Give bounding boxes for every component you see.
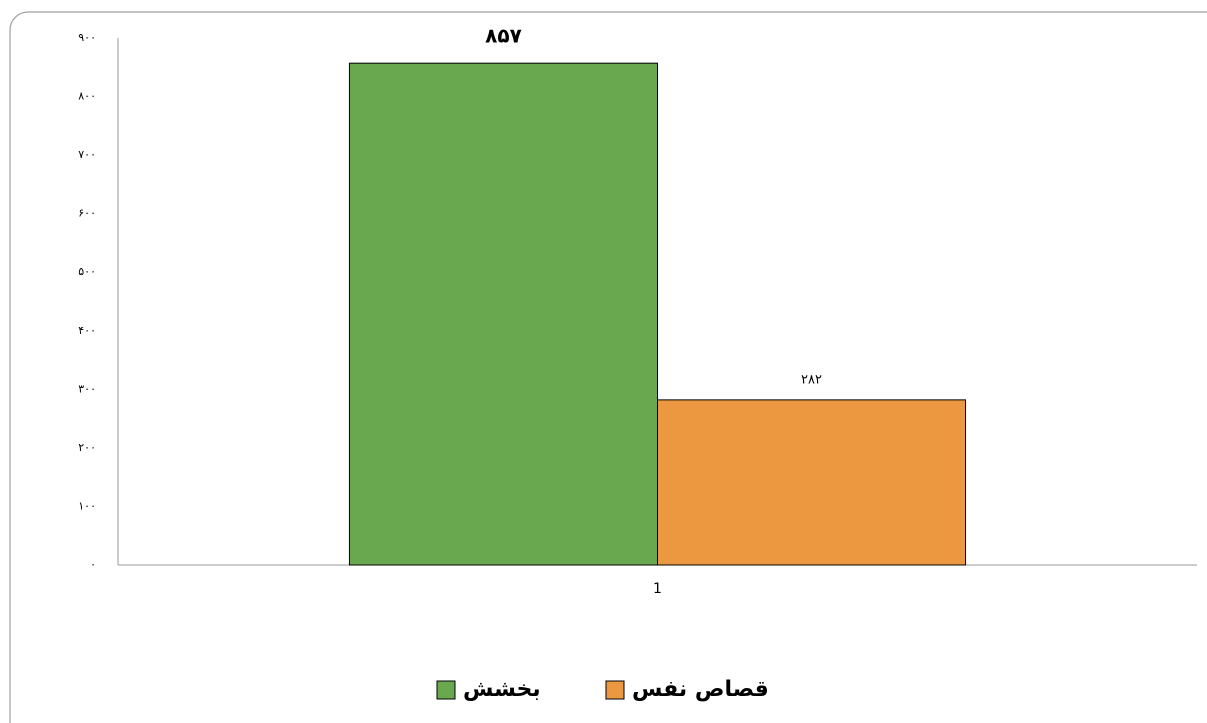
legend-swatch <box>605 680 625 700</box>
legend-swatch <box>436 680 456 700</box>
y-tick-label: ٧٠٠ <box>78 148 96 161</box>
legend-label: قصاص نفس <box>632 677 769 702</box>
y-tick-label: ١٠٠ <box>78 499 96 512</box>
y-tick-label: ۶٠٠ <box>78 207 96 220</box>
data-label: ۸۵۷ <box>485 24 522 48</box>
y-tick-label: ۵٠٠ <box>78 265 96 278</box>
data-label: ۲۸۲ <box>801 372 822 387</box>
y-tick-label: ٣٠٠ <box>78 382 96 395</box>
legend-label: بخشش <box>463 677 541 702</box>
bar <box>348 62 658 566</box>
y-tick-label: ٩٠٠ <box>78 31 96 44</box>
y-tick-label: ٨٠٠ <box>78 90 96 103</box>
y-tick-label: ٠ <box>90 558 96 571</box>
bar <box>657 399 967 566</box>
x-tick-label: 1 <box>653 581 662 597</box>
y-tick-label: ٢٠٠ <box>78 441 96 454</box>
y-tick-label: ۴٠٠ <box>78 324 96 337</box>
